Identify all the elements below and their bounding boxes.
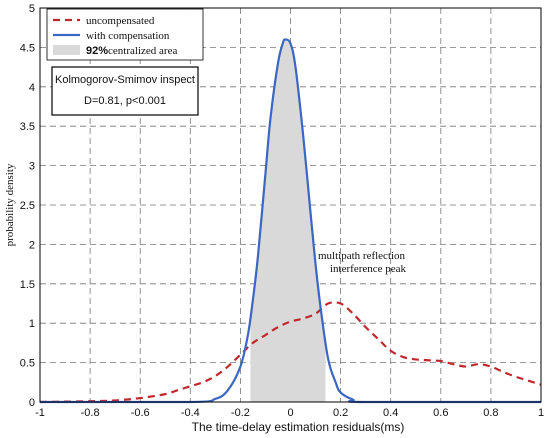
x-tick-label: -0.4 — [181, 407, 200, 419]
x-tick-labels: -1 -0.8 -0.6 -0.4 -0.2 0 0.2 0.4 0.6 0.8 1 — [35, 407, 544, 419]
legend: uncompensated with compensation 92%centr… — [46, 8, 204, 61]
y-tick-label: 4 — [29, 82, 35, 94]
y-tick-label: 2 — [29, 239, 35, 251]
plot-frame — [39, 7, 542, 403]
legend-label-uncompensated: uncompensated — [86, 15, 155, 27]
peak-annotation-line2: interference peak — [330, 263, 407, 275]
y-tick-label: 3 — [29, 161, 35, 173]
y-tick-label: 1.5 — [20, 279, 35, 291]
y-tick-label: 0.5 — [20, 358, 35, 370]
y-tick-label: 5 — [29, 3, 35, 15]
legend-label-with-compensation: with compensation — [86, 30, 170, 42]
x-tick-label: 0.8 — [483, 407, 498, 419]
peak-annotation-line1: multipath reflection — [318, 250, 406, 262]
legend-rest-text: centralized area — [108, 45, 177, 57]
x-tick-label: -0.6 — [131, 407, 150, 419]
legend-bold-percent: 92% — [86, 45, 108, 57]
legend-label-centralized-area: 92%centralized area — [86, 45, 177, 57]
x-tick-label: 0 — [287, 407, 293, 419]
ks-box — [51, 66, 199, 116]
y-tick-label: 0 — [29, 397, 35, 409]
with-compensation-line — [40, 38, 541, 404]
x-tick-label: -0.8 — [81, 407, 100, 419]
legend-swatch-centralized-area — [53, 45, 80, 55]
uncompensated-line — [39, 301, 542, 404]
x-axis-label: The time-delay estimation residuals(ms) — [192, 420, 405, 434]
y-axis-label: probability density — [4, 163, 16, 246]
y-tick-labels: 0 0.5 1 1.5 2 2.5 3 3.5 4 4.5 5 — [20, 3, 35, 409]
x-tick-label: 0.4 — [383, 407, 398, 419]
x-tick-label: 0.6 — [433, 407, 448, 419]
y-tick-label: 1 — [29, 318, 35, 330]
y-tick-label: 2.5 — [20, 200, 35, 212]
y-tick-label: 4.5 — [20, 42, 35, 54]
x-tick-label: -0.2 — [231, 407, 250, 419]
centralized-area-fill — [250, 39, 326, 403]
x-tick-label: -1 — [35, 407, 45, 419]
x-tick-label: 1 — [538, 407, 544, 419]
ks-title: Kolmogorov-Smimov inspect — [55, 74, 195, 86]
y-tick-label: 3.5 — [20, 121, 35, 133]
ks-inspect-box: Kolmogorov-Smimov inspect D=0.81, p<0.00… — [51, 66, 199, 116]
ks-stat: D=0.81, p<0.001 — [84, 95, 166, 107]
x-tick-label: 0.2 — [333, 407, 348, 419]
